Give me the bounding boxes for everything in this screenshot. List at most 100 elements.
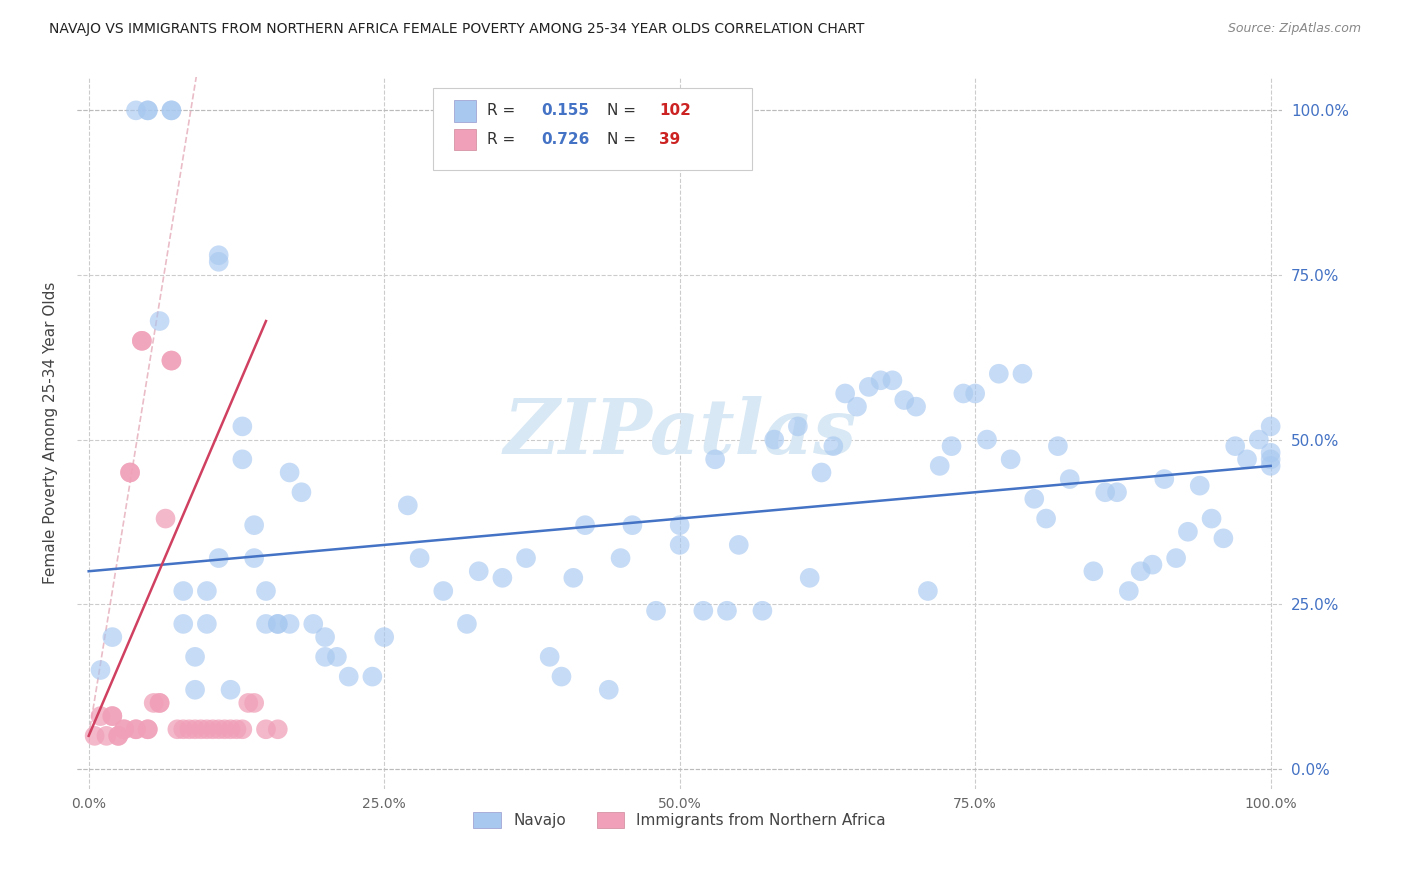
Point xyxy=(1188,478,1211,492)
Point xyxy=(231,452,253,467)
Point xyxy=(142,696,165,710)
Point xyxy=(136,103,159,118)
Point xyxy=(254,723,277,737)
Point xyxy=(1164,551,1187,566)
Point xyxy=(149,314,172,328)
Text: N =: N = xyxy=(607,132,641,147)
Text: 0.726: 0.726 xyxy=(541,132,589,147)
Point xyxy=(112,723,135,737)
Point xyxy=(243,696,266,710)
Text: 39: 39 xyxy=(659,132,681,147)
Point xyxy=(467,564,489,578)
Point xyxy=(799,571,821,585)
Point xyxy=(314,649,336,664)
Point xyxy=(810,466,832,480)
Point xyxy=(267,616,290,631)
Point xyxy=(515,551,537,566)
Text: ZIPatlas: ZIPatlas xyxy=(503,396,856,470)
Point xyxy=(1094,485,1116,500)
Point xyxy=(751,604,773,618)
Point xyxy=(598,682,620,697)
Point xyxy=(1129,564,1152,578)
Point xyxy=(101,630,124,644)
Text: 0.155: 0.155 xyxy=(541,103,589,119)
Text: R =: R = xyxy=(486,103,520,119)
Point xyxy=(1000,452,1022,467)
Point xyxy=(882,373,904,387)
Point xyxy=(136,723,159,737)
Point xyxy=(456,616,478,631)
Point xyxy=(917,584,939,599)
Point xyxy=(893,393,915,408)
Point xyxy=(243,518,266,533)
Point xyxy=(172,723,194,737)
Point xyxy=(136,723,159,737)
Point xyxy=(155,511,177,525)
Point xyxy=(621,518,644,533)
Point xyxy=(219,723,242,737)
Point xyxy=(538,649,561,664)
Point xyxy=(337,670,360,684)
Point xyxy=(166,723,188,737)
FancyBboxPatch shape xyxy=(433,88,752,169)
Point xyxy=(1260,446,1282,460)
Point xyxy=(179,723,201,737)
Point xyxy=(149,696,172,710)
Point xyxy=(408,551,430,566)
Point xyxy=(290,485,312,500)
Point xyxy=(267,616,290,631)
Point xyxy=(1225,439,1247,453)
Point xyxy=(131,334,153,348)
Point xyxy=(225,723,247,737)
Point xyxy=(562,571,585,585)
Point xyxy=(326,649,349,664)
Point xyxy=(278,616,301,631)
Point xyxy=(361,670,384,684)
Point xyxy=(1024,491,1046,506)
Point xyxy=(1212,532,1234,546)
Point xyxy=(846,400,869,414)
Point xyxy=(120,466,142,480)
Point xyxy=(172,616,194,631)
Point xyxy=(609,551,631,566)
Point xyxy=(160,353,183,368)
Text: R =: R = xyxy=(486,132,520,147)
Point xyxy=(928,458,950,473)
Point xyxy=(987,367,1010,381)
Point xyxy=(254,584,277,599)
Bar xyxy=(454,128,475,150)
Point xyxy=(160,103,183,118)
Point xyxy=(858,380,880,394)
Point xyxy=(550,670,572,684)
Point xyxy=(965,386,987,401)
Point xyxy=(1260,419,1282,434)
Point xyxy=(190,723,212,737)
Point xyxy=(1260,458,1282,473)
Point xyxy=(243,551,266,566)
Point xyxy=(1142,558,1164,572)
Point xyxy=(1201,511,1223,525)
Point xyxy=(432,584,454,599)
Point xyxy=(491,571,513,585)
Text: 102: 102 xyxy=(659,103,692,119)
Point xyxy=(727,538,749,552)
Point xyxy=(208,551,231,566)
Point xyxy=(692,604,714,618)
Point xyxy=(160,353,183,368)
Point xyxy=(704,452,727,467)
Point xyxy=(373,630,395,644)
Bar xyxy=(454,100,475,121)
Point xyxy=(219,682,242,697)
Point xyxy=(112,723,135,737)
Point xyxy=(834,386,856,401)
Point xyxy=(1118,584,1140,599)
Point xyxy=(208,723,231,737)
Point xyxy=(645,604,668,618)
Point xyxy=(125,103,148,118)
Point xyxy=(107,729,129,743)
Point xyxy=(302,616,325,631)
Point xyxy=(1153,472,1175,486)
Point xyxy=(214,723,236,737)
Point xyxy=(136,103,159,118)
Point xyxy=(763,433,786,447)
